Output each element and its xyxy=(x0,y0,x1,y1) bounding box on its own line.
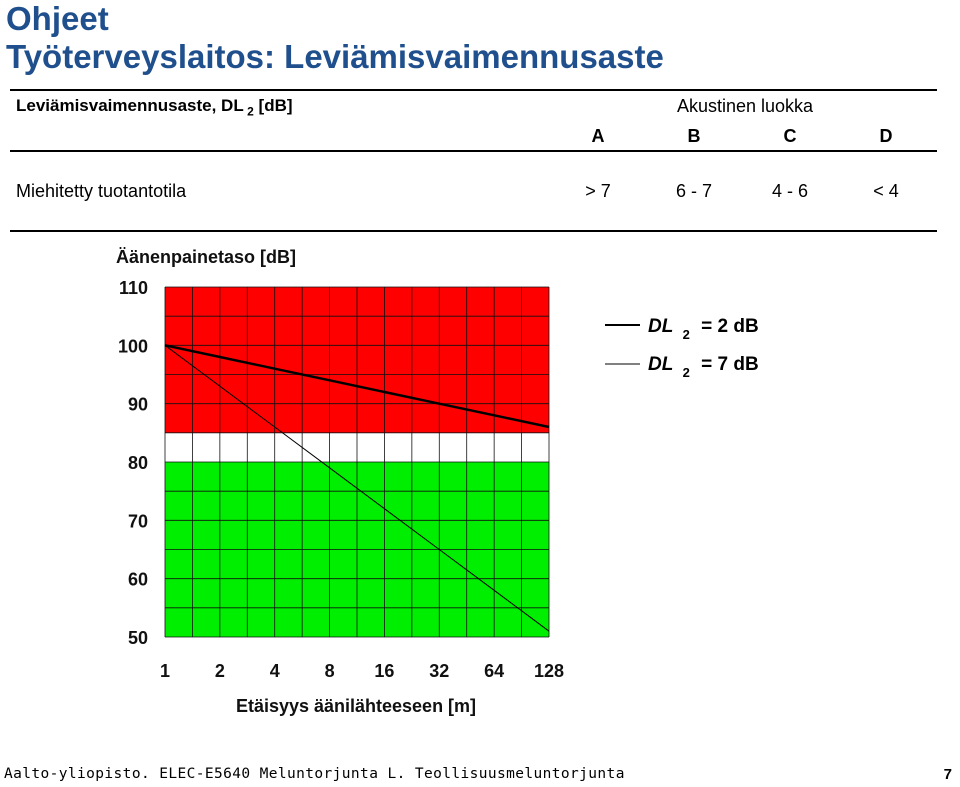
page-title: Ohjeet xyxy=(6,0,109,37)
x-tick-label-4: 16 xyxy=(374,661,394,681)
series-line-1 xyxy=(164,344,550,632)
divider-top xyxy=(10,89,937,91)
legend-label-2: DL 2 = 7 dB xyxy=(648,354,759,382)
x-tick-label-1: 2 xyxy=(215,661,225,681)
dl2-header: Leviämisvaimennusaste, DL 2 [dB] xyxy=(16,96,293,118)
legend-2-sub: 2 xyxy=(683,365,690,380)
legend-2-rest: = 7 dB xyxy=(701,354,759,375)
class-d-label: D xyxy=(879,126,893,146)
series-line-0 xyxy=(164,344,550,429)
legend-2-main: DL xyxy=(648,354,673,375)
row-label: Miehitetty tuotantotila xyxy=(16,181,187,201)
dl2-header-main: Leviämisvaimennusaste, DL xyxy=(16,96,244,115)
divider-mid xyxy=(10,150,937,152)
x-tick-label-3: 8 xyxy=(325,661,335,681)
class-c-label: C xyxy=(783,126,797,146)
y-tick-label-50: 50 xyxy=(128,628,148,648)
legend: DL 2 = 2 dB DL 2 = 7 dB xyxy=(605,316,759,382)
dl2-header-sub: 2 xyxy=(247,104,254,119)
legend-1-rest: = 2 dB xyxy=(701,316,759,337)
divider-bottom xyxy=(10,230,937,232)
acoustic-class-header: Akustinen luokka xyxy=(676,96,814,116)
y-tick-label-80: 80 xyxy=(128,453,148,473)
x-tick-label-7: 128 xyxy=(534,661,564,681)
page-number: 7 xyxy=(943,766,952,783)
value-class-d: < 4 xyxy=(873,181,899,201)
x-tick-label-6: 64 xyxy=(484,661,504,681)
value-class-a: > 7 xyxy=(585,181,611,201)
x-axis-label: Etäisyys äänilähteeseen [m] xyxy=(236,696,476,716)
y-tick-label-70: 70 xyxy=(128,511,148,531)
y-tick-label-60: 60 xyxy=(128,570,148,590)
legend-label-1: DL 2 = 2 dB xyxy=(648,316,759,344)
class-a-label: A xyxy=(591,126,605,146)
y-tick-label-90: 90 xyxy=(128,395,148,415)
y-axis-label: Äänenpainetaso [dB] xyxy=(116,247,296,267)
x-tick-label-2: 4 xyxy=(270,661,280,681)
dl2-header-unit: [dB] xyxy=(258,96,293,115)
legend-1-main: DL xyxy=(648,316,673,337)
footer-text: Aalto-yliopisto. ELEC-E5640 Meluntorjunt… xyxy=(4,766,625,782)
legend-1-sub: 2 xyxy=(683,327,690,342)
class-b-label: B xyxy=(687,126,701,146)
value-class-c: 4 - 6 xyxy=(771,181,809,201)
y-tick-label-100: 100 xyxy=(118,336,148,356)
page-subtitle: Työterveyslaitos: Leviämisvaimennusaste xyxy=(6,38,664,75)
x-tick-label-5: 32 xyxy=(429,661,449,681)
value-class-b: 6 - 7 xyxy=(675,181,713,201)
y-tick-label-110: 110 xyxy=(119,278,148,298)
x-tick-label-0: 1 xyxy=(160,661,170,681)
